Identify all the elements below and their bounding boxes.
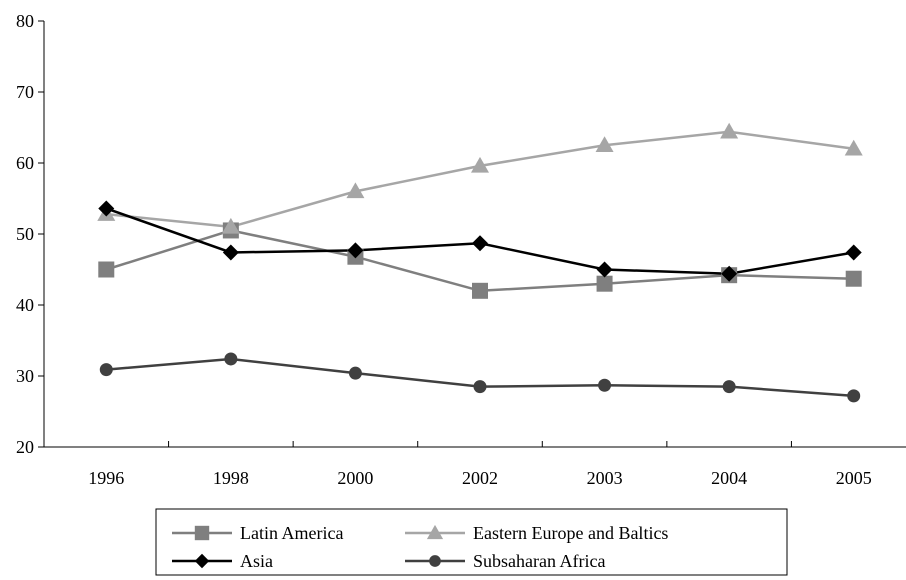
x-ticks: 1996 1998 2000 2002 2003 2004 2005 [88, 441, 872, 488]
data-point-latin-america [596, 275, 613, 292]
data-point-eastern-europe-and-baltics [346, 182, 365, 199]
data-point-subsaharan-africa [847, 389, 861, 403]
data-point-eastern-europe-and-baltics [221, 217, 240, 234]
legend-label: Subsaharan Africa [473, 551, 605, 571]
legend-item-eastern-europe-and-baltics: Eastern Europe and Baltics [405, 523, 668, 543]
data-point-eastern-europe-and-baltics [844, 139, 863, 156]
data-point-asia [472, 235, 488, 252]
data-point-subsaharan-africa [598, 378, 612, 392]
legend-item-subsaharan-africa: Subsaharan Africa [405, 551, 605, 571]
x-tick-label: 2000 [337, 468, 373, 488]
series-line-eastern-europe-and-baltics [106, 130, 854, 229]
legend-marker [429, 555, 441, 567]
y-tick-label: 80 [16, 11, 34, 31]
data-point-subsaharan-africa [722, 380, 736, 394]
legend-marker [194, 553, 210, 569]
data-point-subsaharan-africa [473, 380, 487, 394]
data-point-latin-america [98, 261, 115, 278]
legend-items: Latin America Eastern Europe and Baltics A… [172, 523, 668, 571]
data-point-eastern-europe-and-baltics [720, 122, 739, 139]
legend-label: Eastern Europe and Baltics [473, 523, 668, 543]
legend-label: Asia [240, 551, 273, 571]
legend-label: Latin America [240, 523, 343, 543]
data-point-asia [721, 265, 738, 282]
y-tick-label: 60 [16, 153, 34, 173]
x-tick-label: 2002 [462, 468, 498, 488]
data-point-eastern-europe-and-baltics [471, 156, 489, 173]
data-point-asia [845, 244, 862, 261]
data-point-asia [347, 242, 364, 259]
legend-box [155, 508, 788, 576]
series-markers [97, 122, 863, 403]
legend-marker [426, 524, 444, 540]
x-tick-label: 1998 [213, 468, 249, 488]
legend: Latin America Eastern Europe and Baltics A… [155, 508, 788, 576]
legend-item-asia: Asia [172, 551, 273, 571]
legend-item-latin-america: Latin America [172, 523, 343, 543]
data-point-subsaharan-africa [224, 352, 238, 366]
data-point-latin-america [845, 270, 862, 287]
x-tick-label: 2003 [587, 468, 623, 488]
data-point-subsaharan-africa [99, 363, 113, 377]
x-tick-label: 2005 [836, 468, 872, 488]
y-ticks: 20 30 40 50 60 70 80 [16, 11, 44, 457]
data-point-latin-america [472, 282, 488, 299]
y-tick-label: 70 [16, 82, 34, 102]
y-tick-label: 30 [16, 366, 34, 386]
legend-marker [194, 525, 210, 541]
data-point-asia [98, 200, 115, 217]
x-tick-label: 2004 [711, 468, 747, 488]
y-tick-label: 50 [16, 224, 34, 244]
data-point-asia [222, 244, 239, 261]
y-tick-label: 40 [16, 295, 34, 315]
data-point-asia [596, 261, 613, 278]
y-tick-label: 20 [16, 437, 34, 457]
x-tick-label: 1996 [88, 468, 124, 488]
data-point-subsaharan-africa [348, 366, 362, 380]
data-point-eastern-europe-and-baltics [595, 136, 614, 152]
